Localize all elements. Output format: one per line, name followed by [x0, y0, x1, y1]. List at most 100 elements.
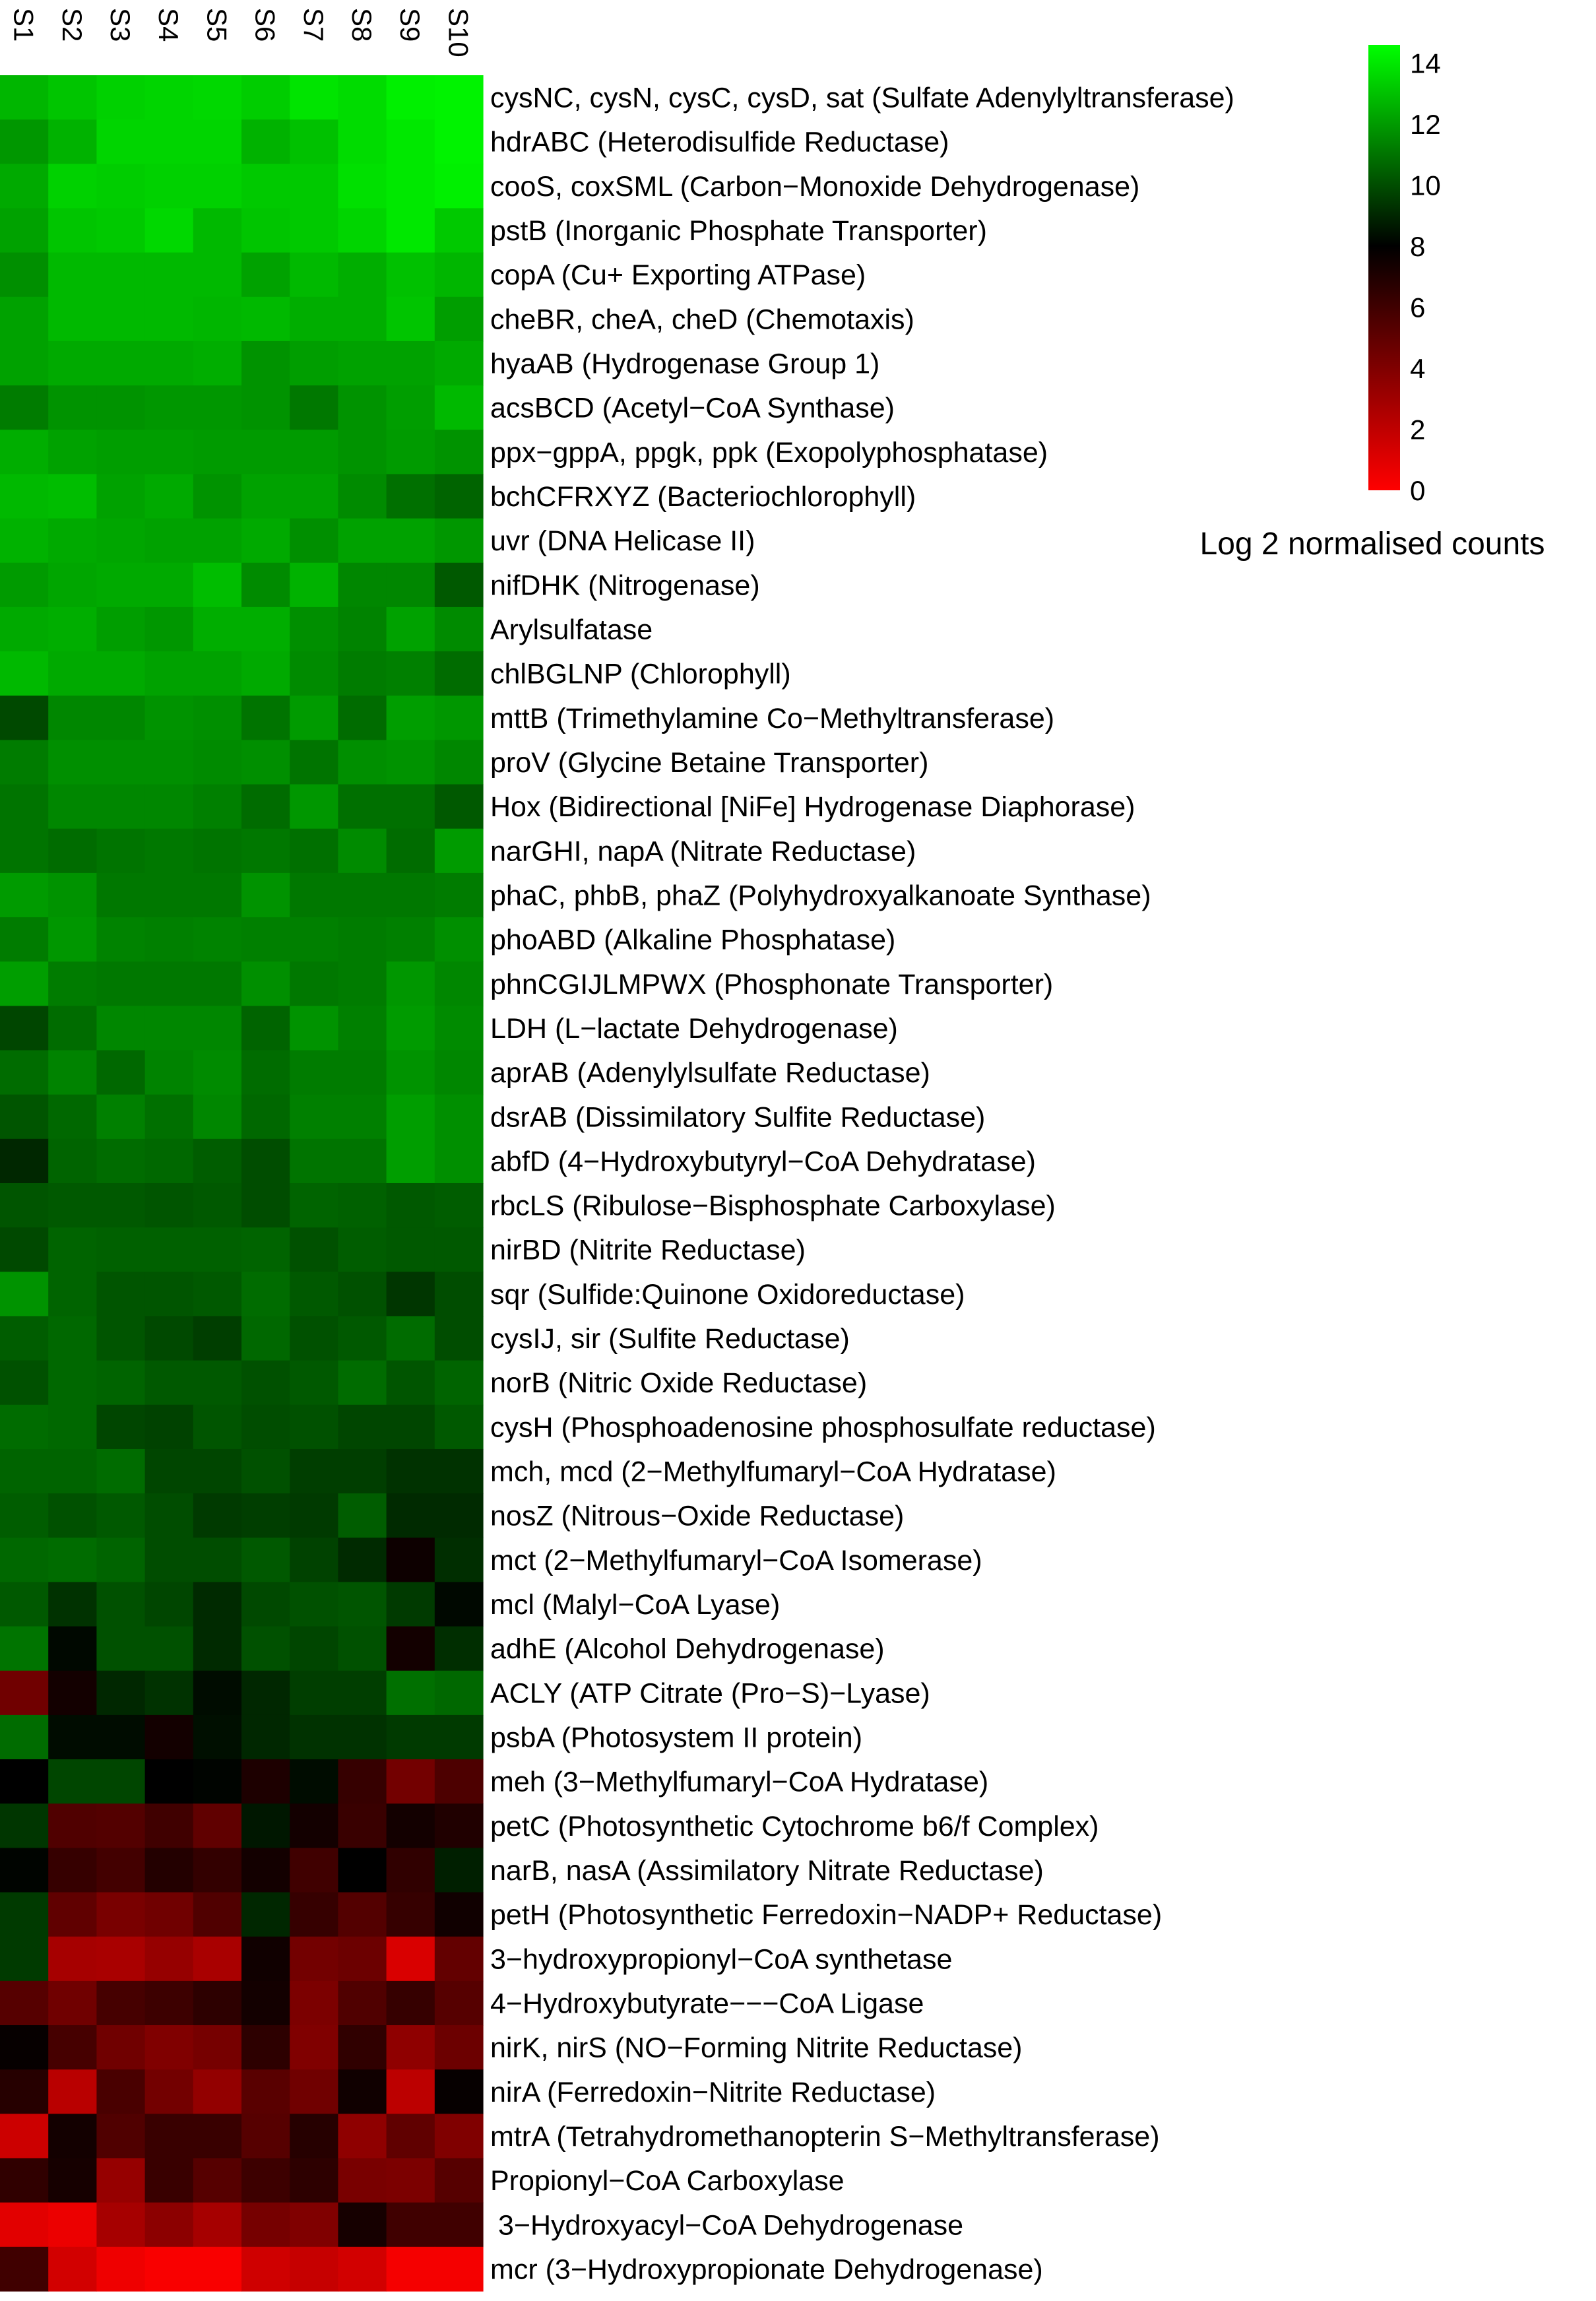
- heatmap-cell: [386, 1404, 435, 1450]
- heatmap-cell: [338, 917, 387, 962]
- row-label: hdrABC (Heterodisulfide Reductase): [490, 127, 949, 158]
- heatmap-cell: [48, 1227, 97, 1272]
- heatmap-cell: [338, 961, 387, 1006]
- heatmap-cell: [96, 1980, 146, 2026]
- heatmap-cell: [290, 961, 338, 1006]
- heatmap-cell: [290, 1670, 338, 1716]
- heatmap-cell: [386, 296, 435, 342]
- heatmap-cell: [0, 1538, 49, 1583]
- heatmap-cell: [290, 606, 338, 652]
- heatmap-cell: [434, 1980, 484, 2026]
- heatmap-cell: [338, 1626, 387, 1671]
- heatmap-cell: [48, 2069, 97, 2114]
- heatmap-cell: [193, 1227, 242, 1272]
- heatmap-cell: [241, 872, 290, 918]
- heatmap-cell: [338, 1582, 387, 1627]
- heatmap-cell: [0, 2202, 49, 2248]
- heatmap-cell: [338, 562, 387, 608]
- heatmap-cell: [144, 828, 194, 874]
- heatmap-cell: [48, 430, 97, 475]
- heatmap-cell: [434, 164, 484, 209]
- heatmap-cell: [0, 2158, 49, 2203]
- heatmap-cell: [434, 1138, 484, 1184]
- heatmap-cell: [193, 1094, 242, 1140]
- row-label: mcr (3−Hydroxypropionate Dehydrogenase): [490, 2253, 1043, 2285]
- heatmap-cell: [434, 385, 484, 430]
- heatmap-cell: [386, 1538, 435, 1583]
- heatmap-cell: [386, 252, 435, 298]
- heatmap-cell: [144, 1272, 194, 1317]
- heatmap-cell: [144, 430, 194, 475]
- row-label: uvr (DNA Helicase II): [490, 525, 755, 557]
- column-label: S6: [250, 8, 281, 42]
- heatmap-cell: [144, 164, 194, 209]
- heatmap-cell: [48, 208, 97, 253]
- heatmap-cell: [386, 2025, 435, 2070]
- heatmap-cell: [386, 1138, 435, 1184]
- heatmap-cell: [193, 1759, 242, 1804]
- heatmap-cell: [193, 2114, 242, 2159]
- heatmap-cell: [0, 2025, 49, 2070]
- heatmap-cell: [144, 1360, 194, 1406]
- heatmap-cell: [48, 1138, 97, 1184]
- row-label: Arylsulfatase: [490, 614, 653, 646]
- heatmap-cell: [241, 2069, 290, 2114]
- heatmap-cell: [386, 1582, 435, 1627]
- heatmap-cell: [193, 1892, 242, 1937]
- heatmap-cell: [193, 1050, 242, 1095]
- heatmap-cell: [241, 1094, 290, 1140]
- heatmap-cell: [338, 1183, 387, 1228]
- heatmap-cell: [290, 1183, 338, 1228]
- heatmap-cell: [0, 696, 49, 740]
- heatmap-cell: [144, 1980, 194, 2026]
- heatmap-cell: [0, 1759, 49, 1804]
- heatmap-cell: [434, 208, 484, 253]
- heatmap-cell: [241, 164, 290, 209]
- heatmap-cell: [290, 340, 338, 386]
- heatmap-cell: [434, 740, 484, 785]
- heatmap-cell: [144, 1094, 194, 1140]
- heatmap-cell: [193, 606, 242, 652]
- heatmap-cell: [338, 208, 387, 253]
- heatmap-cell: [290, 518, 338, 564]
- heatmap-cell: [241, 2025, 290, 2070]
- heatmap-cell: [241, 784, 290, 829]
- heatmap-cell: [290, 1360, 338, 1406]
- heatmap-cell: [434, 828, 484, 874]
- heatmap-cell: [290, 651, 338, 696]
- heatmap-cell: [193, 1138, 242, 1184]
- heatmap-cell: [290, 1714, 338, 1760]
- heatmap-cell: [193, 518, 242, 564]
- heatmap-cell: [193, 1493, 242, 1538]
- heatmap-cell: [193, 1448, 242, 1494]
- heatmap-cell: [241, 1316, 290, 1361]
- heatmap-cell: [386, 1803, 435, 1848]
- row-label: 3−Hydroxyacyl−CoA Dehydrogenase: [490, 2209, 963, 2241]
- heatmap-cell: [0, 1448, 49, 1494]
- heatmap-cell: [96, 2202, 146, 2248]
- heatmap-cell: [0, 518, 49, 564]
- heatmap-cell: [193, 1714, 242, 1760]
- heatmap-cell: [144, 1404, 194, 1450]
- heatmap-cell: [386, 1892, 435, 1937]
- heatmap-cell: [241, 1582, 290, 1627]
- heatmap-cell: [241, 562, 290, 608]
- heatmap-cell: [0, 385, 49, 430]
- heatmap-cell: [434, 296, 484, 342]
- heatmap-cell: [434, 1670, 484, 1716]
- heatmap-cell: [193, 1626, 242, 1671]
- heatmap-cell: [193, 1360, 242, 1406]
- colorbar-tick-label: 4: [1410, 353, 1425, 384]
- heatmap-cell: [338, 1448, 387, 1494]
- heatmap-cell: [48, 1006, 97, 1051]
- colorbar-ticks: 14 12 10 8 6 4 2 0: [1410, 48, 1441, 506]
- heatmap-cell: [96, 1936, 146, 1982]
- heatmap-cell: [0, 562, 49, 608]
- heatmap-cell: [290, 2114, 338, 2159]
- heatmap-cell: [434, 1094, 484, 1140]
- heatmap-cell: [290, 828, 338, 874]
- heatmap-cell: [0, 430, 49, 475]
- heatmap-cell: [48, 1272, 97, 1317]
- heatmap-cell: [144, 1448, 194, 1494]
- heatmap-cell: [241, 1006, 290, 1051]
